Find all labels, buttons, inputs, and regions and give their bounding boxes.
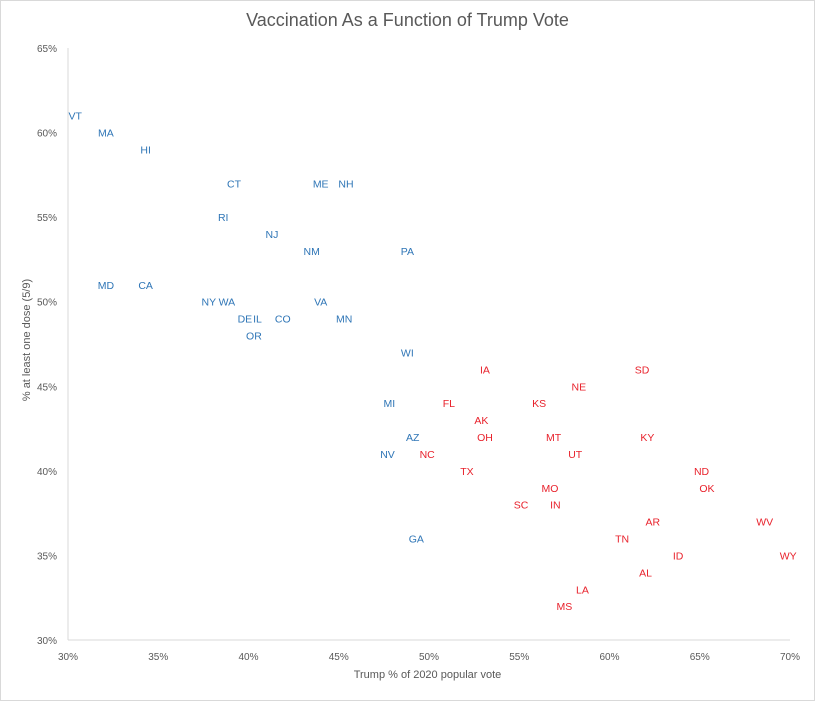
data-point-ct: CT [227, 178, 242, 190]
data-point-ma: MA [98, 128, 114, 140]
x-tick-label: 60% [599, 652, 619, 663]
data-point-de: DE [238, 314, 253, 326]
x-tick-label: 30% [58, 652, 78, 663]
data-point-wv: WV [756, 517, 773, 529]
x-axis-title: Trump % of 2020 popular vote [353, 669, 502, 681]
data-point-tn: TN [615, 534, 629, 546]
data-point-mt: MT [546, 432, 562, 444]
y-tick-label: 40% [37, 467, 57, 478]
data-point-hi: HI [140, 144, 151, 156]
data-point-mo: MO [541, 483, 558, 495]
data-point-ak: AK [474, 415, 488, 427]
data-point-ky: KY [640, 432, 654, 444]
y-tick-label: 35% [37, 551, 57, 562]
y-tick-label: 60% [37, 129, 57, 140]
chart-title: Vaccination As a Function of Trump Vote [246, 10, 569, 30]
x-tick-label: 65% [690, 652, 710, 663]
data-point-ca: CA [138, 280, 153, 292]
data-point-nj: NJ [266, 229, 279, 241]
data-point-ny: NY [201, 297, 216, 309]
data-point-tx: TX [460, 466, 473, 478]
data-point-vt: VT [69, 111, 83, 123]
x-tick-label: 50% [419, 652, 439, 663]
data-point-ks: KS [532, 398, 546, 410]
data-point-ok: OK [699, 483, 714, 495]
data-point-ri: RI [218, 212, 229, 224]
data-point-ut: UT [568, 449, 583, 461]
x-tick-label: 45% [329, 652, 349, 663]
data-point-al: AL [639, 567, 652, 579]
data-point-nc: NC [420, 449, 436, 461]
data-point-mi: MI [383, 398, 395, 410]
y-tick-label: 50% [37, 298, 57, 309]
data-point-az: AZ [406, 432, 420, 444]
data-point-wy: WY [780, 550, 797, 562]
y-tick-label: 55% [37, 213, 57, 224]
data-point-oh: OH [477, 432, 493, 444]
data-point-md: MD [98, 280, 115, 292]
y-tick-label: 65% [37, 44, 57, 55]
data-point-sc: SC [514, 500, 529, 512]
data-point-va: VA [314, 297, 327, 309]
x-tick-label: 70% [780, 652, 800, 663]
data-point-co: CO [275, 314, 291, 326]
data-point-ne: NE [572, 381, 587, 393]
data-labels: VT MA HI CT ME NH RI NJ NM PA MD CA NY WA VA DE IL CO MN OR… [69, 111, 797, 614]
data-point-id: ID [673, 550, 684, 562]
y-tick-label: 30% [37, 636, 57, 647]
data-point-wa: WA [219, 297, 236, 309]
data-point-wi: WI [401, 347, 414, 359]
data-point-nd: ND [694, 466, 710, 478]
data-point-fl: FL [443, 398, 455, 410]
data-point-or: OR [246, 331, 262, 343]
x-tick-label: 55% [509, 652, 529, 663]
data-point-nm: NM [304, 246, 320, 258]
y-tick-labels: 30% 35% 40% 45% 50% 55% 60% 65% [37, 44, 57, 647]
x-tick-label: 35% [148, 652, 168, 663]
x-tick-labels: 30% 35% 40% 45% 50% 55% 60% 65% 70% [58, 652, 800, 663]
data-point-in: IN [550, 500, 561, 512]
y-tick-label: 45% [37, 382, 57, 393]
data-point-nv: NV [380, 449, 395, 461]
data-point-ms: MS [557, 601, 573, 613]
data-point-mn: MN [336, 314, 352, 326]
data-point-la: LA [576, 584, 589, 596]
data-point-ia: IA [480, 364, 490, 376]
data-point-il: IL [253, 314, 262, 326]
data-point-ga: GA [409, 534, 424, 546]
data-point-ar: AR [646, 517, 661, 529]
data-point-sd: SD [635, 364, 650, 376]
data-point-me: ME [313, 178, 329, 190]
data-point-nh: NH [338, 178, 353, 190]
data-point-pa: PA [401, 246, 414, 258]
x-tick-label: 40% [238, 652, 258, 663]
